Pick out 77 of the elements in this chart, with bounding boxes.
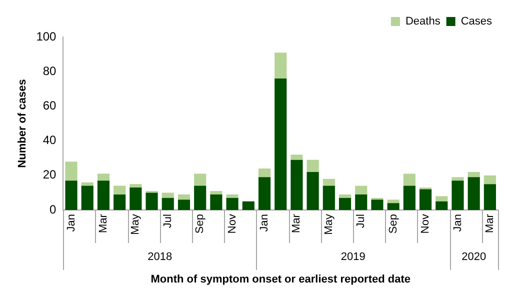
x-tick-label: Jan bbox=[258, 214, 271, 232]
bar bbox=[146, 192, 158, 210]
bar bbox=[338, 194, 352, 198]
x-tick-label: Mar bbox=[98, 214, 110, 233]
bar bbox=[322, 186, 335, 210]
x-tick-label: Jan bbox=[65, 214, 78, 232]
bar bbox=[65, 162, 78, 181]
bar bbox=[226, 198, 238, 210]
y-axis-title: Number of cases bbox=[16, 79, 29, 168]
bar bbox=[355, 186, 368, 194]
bar bbox=[81, 182, 94, 186]
bar bbox=[162, 198, 174, 210]
bar bbox=[290, 154, 303, 160]
y-tick-label: 100 bbox=[36, 29, 57, 44]
bar bbox=[484, 175, 496, 184]
bar bbox=[130, 184, 142, 188]
bar bbox=[162, 192, 174, 198]
bar bbox=[436, 196, 448, 202]
bar bbox=[403, 174, 416, 186]
bar bbox=[65, 180, 78, 210]
bar bbox=[258, 177, 271, 210]
bar bbox=[178, 194, 190, 200]
x-tick-label: Sep bbox=[194, 214, 206, 234]
bar bbox=[210, 194, 222, 210]
bar bbox=[322, 178, 335, 186]
bar bbox=[355, 194, 368, 210]
bar bbox=[274, 78, 287, 210]
bar bbox=[274, 52, 287, 79]
bar bbox=[452, 177, 464, 181]
bar bbox=[226, 194, 238, 198]
x-tick-label: Jul bbox=[355, 214, 368, 228]
bar bbox=[81, 186, 94, 210]
bar bbox=[403, 186, 416, 210]
x-tick-label: May bbox=[322, 214, 335, 235]
text: 2018 bbox=[148, 251, 172, 264]
bar bbox=[258, 168, 271, 178]
x-axis-title: Month of symptom onset or earliest reported date bbox=[150, 273, 410, 286]
bar bbox=[210, 190, 222, 194]
bar bbox=[306, 172, 319, 210]
x-tick-label: May bbox=[130, 214, 142, 235]
x-tick-label: Mar bbox=[484, 214, 496, 233]
legend-label: Deaths bbox=[405, 16, 441, 28]
bar bbox=[178, 200, 190, 210]
bar bbox=[452, 180, 464, 210]
bar bbox=[114, 186, 126, 194]
bar bbox=[387, 203, 400, 210]
bar bbox=[387, 200, 400, 204]
legend-label: Cases bbox=[460, 16, 492, 28]
bar bbox=[290, 160, 303, 210]
text: 2019 bbox=[340, 251, 366, 264]
bar bbox=[306, 160, 319, 172]
bar bbox=[484, 184, 496, 210]
bar bbox=[97, 180, 110, 210]
bar bbox=[371, 200, 384, 210]
bar bbox=[97, 174, 110, 181]
bar bbox=[114, 194, 126, 210]
bar bbox=[130, 188, 142, 210]
y-tick-label: 20 bbox=[42, 168, 57, 182]
x-tick-label: Jan bbox=[452, 214, 464, 232]
bar bbox=[436, 201, 448, 210]
bar bbox=[194, 174, 206, 186]
x-tick-label: Jul bbox=[162, 214, 174, 228]
y-tick-label: 0 bbox=[50, 202, 57, 216]
y-tick-label: 60 bbox=[42, 98, 57, 113]
bar bbox=[338, 198, 352, 210]
y-tick-label: 80 bbox=[42, 64, 57, 78]
bar bbox=[194, 186, 206, 210]
bar bbox=[468, 172, 480, 178]
x-tick-label: Nov bbox=[420, 214, 432, 234]
bar bbox=[468, 177, 480, 210]
x-tick-label: Sep bbox=[387, 214, 400, 234]
bar bbox=[420, 189, 432, 210]
y-tick-label: 40 bbox=[42, 133, 57, 148]
x-tick-label: Mar bbox=[290, 214, 303, 233]
x-tick-label: Nov bbox=[226, 214, 238, 234]
text: 2020 bbox=[462, 251, 486, 264]
bar bbox=[242, 201, 254, 210]
